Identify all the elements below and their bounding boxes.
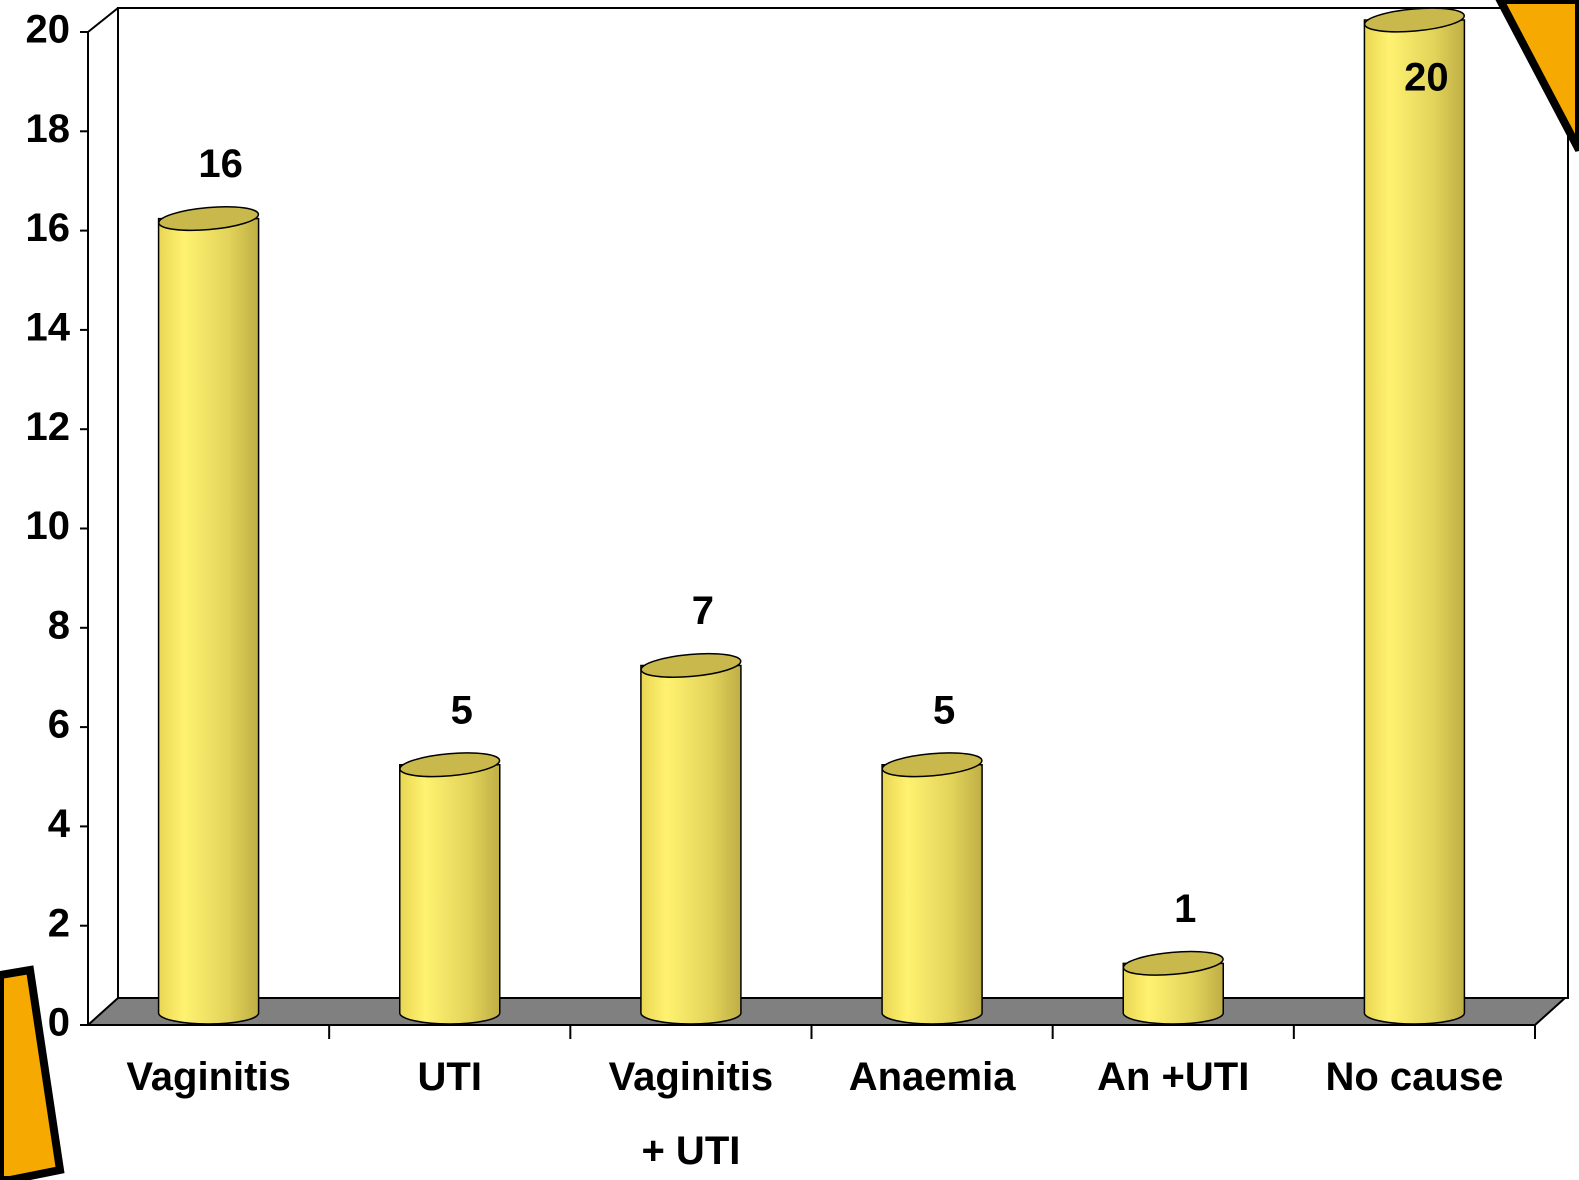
x-tick-label: Vaginitis bbox=[89, 1040, 329, 1114]
value-label: 7 bbox=[692, 589, 714, 633]
chart: 0 2 4 6 8 10 12 14 16 18 20 16 5 7 5 1 20 VaginitisUTIVa… bbox=[0, 0, 1579, 1180]
y-tick-label: 8 bbox=[48, 603, 70, 647]
floor bbox=[88, 998, 1565, 1025]
value-label: 16 bbox=[198, 142, 243, 186]
x-tick-label: Anaemia bbox=[812, 1040, 1052, 1114]
x-tick-label: UTI bbox=[330, 1040, 570, 1114]
x-tick-label: Vaginitis + UTI bbox=[571, 1040, 811, 1180]
chart-svg: 0 2 4 6 8 10 12 14 16 18 20 16 5 7 5 1 20 bbox=[0, 0, 1579, 1180]
bar bbox=[400, 765, 500, 1024]
wall-edge bbox=[88, 8, 118, 32]
x-tick-label: An +UTI bbox=[1053, 1040, 1293, 1114]
y-tick-label: 18 bbox=[26, 107, 71, 151]
value-label: 20 bbox=[1404, 56, 1449, 100]
y-tick-label: 4 bbox=[48, 802, 71, 846]
bar bbox=[641, 665, 741, 1024]
bar bbox=[159, 219, 259, 1024]
value-label: 5 bbox=[933, 688, 955, 732]
value-label: 1 bbox=[1174, 887, 1196, 931]
y-tick-label: 20 bbox=[26, 8, 71, 52]
y-tick-label: 16 bbox=[26, 206, 71, 250]
bar bbox=[1364, 20, 1464, 1024]
back-wall bbox=[118, 8, 1568, 998]
y-tick-label: 6 bbox=[48, 703, 70, 747]
bar bbox=[882, 765, 982, 1024]
y-tick-label: 14 bbox=[26, 305, 71, 349]
y-tick-label: 2 bbox=[48, 901, 70, 945]
value-label: 5 bbox=[451, 688, 473, 732]
y-tick-label: 10 bbox=[26, 504, 71, 548]
x-tick-label: No cause bbox=[1294, 1040, 1534, 1114]
y-tick-label: 12 bbox=[26, 405, 71, 449]
y-tick-label: 0 bbox=[48, 1001, 70, 1045]
